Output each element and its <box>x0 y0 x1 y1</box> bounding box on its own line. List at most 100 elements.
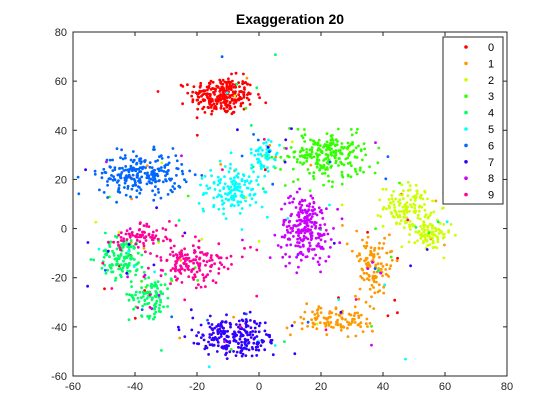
data-point-5 <box>216 175 220 179</box>
data-point-4 <box>156 287 160 290</box>
data-point-0 <box>210 104 214 107</box>
data-point-9 <box>162 239 165 243</box>
data-point-0 <box>234 85 238 89</box>
data-point-9 <box>183 257 187 261</box>
data-point-0 <box>199 81 203 85</box>
data-point-2 <box>394 210 398 214</box>
data-point-4 <box>125 251 128 255</box>
data-point-9 <box>119 231 123 235</box>
data-point-8 <box>318 234 321 238</box>
data-point-4 <box>127 318 131 322</box>
data-point-7 <box>213 326 217 330</box>
data-point-8 <box>307 205 311 208</box>
data-point-1 <box>378 289 381 293</box>
data-point-9 <box>145 222 149 226</box>
data-point-8 <box>288 201 291 205</box>
data-point-8 <box>327 255 331 258</box>
data-point-8 <box>317 242 320 246</box>
data-point-5 <box>235 182 239 186</box>
data-point-4 <box>110 263 114 266</box>
data-point-1 <box>313 313 317 316</box>
data-point-9 <box>255 248 259 252</box>
data-point-6 <box>106 180 109 183</box>
data-point-8 <box>379 271 383 275</box>
data-point-2 <box>401 193 404 197</box>
data-point-5 <box>256 175 260 179</box>
data-point-4 <box>154 310 158 314</box>
data-point-5 <box>224 197 228 201</box>
data-point-9 <box>164 228 168 232</box>
data-point-5 <box>272 165 276 169</box>
data-point-4 <box>157 307 161 310</box>
data-point-7 <box>207 321 211 325</box>
legend-label-1: 1 <box>488 58 494 70</box>
data-point-7 <box>249 331 252 334</box>
data-point-9 <box>142 230 146 234</box>
data-point-3 <box>329 166 333 169</box>
data-point-4 <box>376 269 380 273</box>
data-point-9 <box>134 242 138 246</box>
data-point-7 <box>248 333 252 337</box>
data-point-7 <box>249 326 253 330</box>
data-point-1 <box>319 311 323 314</box>
data-point-8 <box>317 206 321 210</box>
data-point-0 <box>219 106 223 110</box>
data-point-2 <box>423 224 426 227</box>
data-point-9 <box>147 225 151 229</box>
data-point-3 <box>315 158 319 161</box>
data-point-5 <box>240 228 244 231</box>
data-point-8 <box>370 343 373 347</box>
data-point-6 <box>188 169 192 173</box>
data-point-3 <box>346 145 350 149</box>
data-point-6 <box>183 178 186 182</box>
data-point-8 <box>297 234 300 238</box>
data-point-3 <box>359 148 363 152</box>
data-point-8 <box>301 239 304 243</box>
data-point-8 <box>292 197 296 201</box>
data-point-5 <box>199 183 202 187</box>
data-point-9 <box>171 250 175 254</box>
data-point-1 <box>378 256 381 259</box>
data-point-7 <box>223 346 226 350</box>
data-point-6 <box>131 150 135 153</box>
data-point-6 <box>111 178 115 182</box>
data-point-6 <box>115 200 118 204</box>
data-point-2 <box>399 219 403 223</box>
data-point-9 <box>141 233 144 237</box>
data-point-8 <box>318 256 322 260</box>
data-point-0 <box>206 95 209 99</box>
data-point-7 <box>266 145 270 149</box>
data-point-9 <box>183 247 187 251</box>
data-point-2 <box>433 233 437 237</box>
data-point-3 <box>310 146 314 150</box>
data-point-3 <box>312 171 316 175</box>
data-point-2 <box>395 213 399 217</box>
data-point-0 <box>133 316 137 320</box>
data-point-9 <box>243 247 246 250</box>
data-point-1 <box>328 312 331 315</box>
data-point-6 <box>157 179 161 183</box>
data-point-4 <box>136 296 140 300</box>
data-point-1 <box>300 321 304 325</box>
data-point-7 <box>257 330 261 334</box>
data-point-0 <box>186 91 190 95</box>
data-point-0 <box>196 95 200 99</box>
data-point-7 <box>332 241 336 245</box>
data-point-4 <box>125 292 129 296</box>
data-point-1 <box>367 273 371 277</box>
data-point-9 <box>118 246 122 250</box>
data-point-7 <box>270 338 274 342</box>
data-point-7 <box>283 160 287 164</box>
data-point-7 <box>254 330 257 334</box>
data-point-5 <box>221 202 224 206</box>
data-point-9 <box>125 238 129 241</box>
data-point-0 <box>191 100 195 104</box>
data-point-1 <box>385 263 389 267</box>
data-point-7 <box>222 330 226 333</box>
data-point-6 <box>134 169 138 173</box>
data-point-9 <box>106 240 110 244</box>
data-point-6 <box>156 159 160 162</box>
data-point-7 <box>224 320 228 323</box>
data-point-7 <box>229 325 232 329</box>
data-point-3 <box>279 155 283 159</box>
